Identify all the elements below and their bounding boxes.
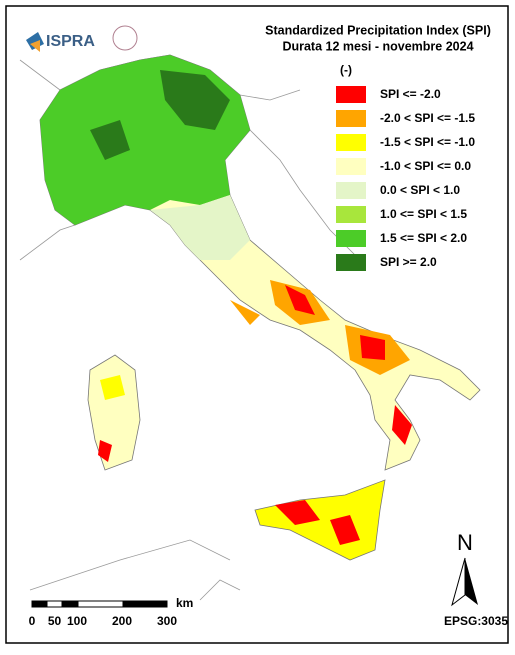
logo-text: ISPRA [46, 33, 95, 50]
legend-label: SPI <= -2.0 [380, 87, 441, 101]
legend-swatch [336, 134, 366, 151]
logo: ISPRA [26, 32, 95, 52]
legend-label: -2.0 < SPI <= -1.5 [380, 111, 475, 125]
legend-label: 1.5 <= SPI < 2.0 [380, 231, 467, 245]
legend-label: SPI >= 2.0 [380, 255, 437, 269]
legend-swatch [336, 86, 366, 103]
legend-swatch [336, 182, 366, 199]
scale-label: 100 [67, 614, 87, 628]
scale-unit: km [176, 596, 193, 610]
scale-bar [31, 600, 168, 608]
italy-map [39, 54, 481, 561]
scale-label: 50 [48, 614, 62, 628]
legend-label: -1.0 < SPI <= 0.0 [380, 159, 471, 173]
partner-logo [112, 25, 138, 51]
scale-label: 300 [157, 614, 177, 628]
legend-swatch [336, 230, 366, 247]
title: Standardized Precipitation Index (SPI) [265, 23, 491, 37]
legend: SPI <= -2.0 -2.0 < SPI <= -1.5 -1.5 < SPI … [336, 86, 475, 271]
north-label: N [457, 530, 473, 555]
north-arrow [465, 558, 478, 605]
legend-label: -1.5 < SPI <= -1.0 [380, 135, 475, 149]
scale-label: 200 [112, 614, 132, 628]
legend-label: 1.0 <= SPI < 1.5 [380, 207, 467, 221]
north-arrow [451, 557, 466, 607]
legend-swatch [336, 254, 366, 271]
legend-swatch [336, 206, 366, 223]
scale-labels: 0 50 100 200 300 [29, 614, 178, 628]
legend-unit: (-) [340, 63, 352, 77]
legend-swatch [336, 110, 366, 127]
subtitle: Durata 12 mesi - novembre 2024 [282, 39, 473, 53]
legend-label: 0.0 < SPI < 1.0 [380, 183, 460, 197]
scale-label: 0 [29, 614, 36, 628]
legend-swatch [336, 158, 366, 175]
projection: EPSG:3035 [444, 614, 508, 628]
